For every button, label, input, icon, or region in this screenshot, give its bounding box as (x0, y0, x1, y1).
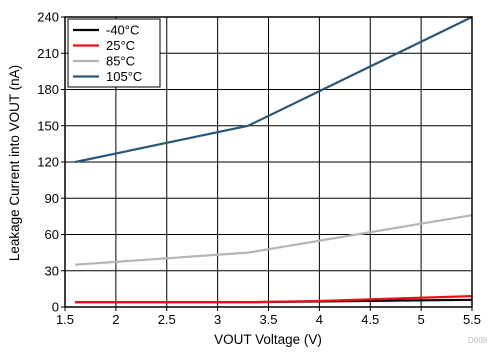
y-tick-label: 30 (45, 263, 59, 278)
figure-id-label: D009 (468, 336, 488, 345)
x-tick-label: 1.5 (56, 312, 74, 327)
y-tick-label: 90 (45, 191, 59, 206)
y-tick-label: 120 (37, 155, 59, 170)
legend-entry-2: 85°C (106, 54, 135, 69)
series-line-1 (75, 295, 473, 304)
y-tick-label: 180 (37, 82, 59, 97)
legend-entry-3: 105°C (106, 69, 142, 84)
x-axis-label: VOUT Voltage (V) (214, 332, 322, 347)
y-tick-label: 210 (37, 46, 59, 61)
legend-entry-0: -40°C (106, 23, 139, 38)
series-line-3 (74, 16, 473, 164)
y-tick-label: 240 (37, 10, 59, 25)
legend-entry-1: 25°C (106, 38, 135, 53)
x-tick-label: 5 (418, 312, 425, 327)
y-tick-label: 150 (37, 118, 59, 133)
x-axis-ticks: 1.5 2 2.5 3 3.5 4 4.5 5 5.5 (56, 307, 481, 327)
x-tick-label: 3 (214, 312, 221, 327)
x-tick-label: 2.5 (158, 312, 176, 327)
x-tick-label: 4 (316, 312, 323, 327)
x-tick-label: 4.5 (361, 312, 379, 327)
x-tick-label: 3.5 (259, 312, 277, 327)
y-axis-ticks: 0 30 60 90 120 150 180 210 240 (37, 10, 65, 315)
y-tick-label: 0 (52, 300, 59, 315)
gridlines (65, 17, 472, 307)
x-tick-label: 2 (112, 312, 119, 327)
y-tick-label: 60 (45, 227, 59, 242)
x-tick-label: 5.5 (463, 312, 481, 327)
y-axis-label: Leakage Current into VOUT (nA) (7, 65, 22, 261)
series-line-2 (75, 214, 473, 266)
series-lines (74, 16, 473, 304)
